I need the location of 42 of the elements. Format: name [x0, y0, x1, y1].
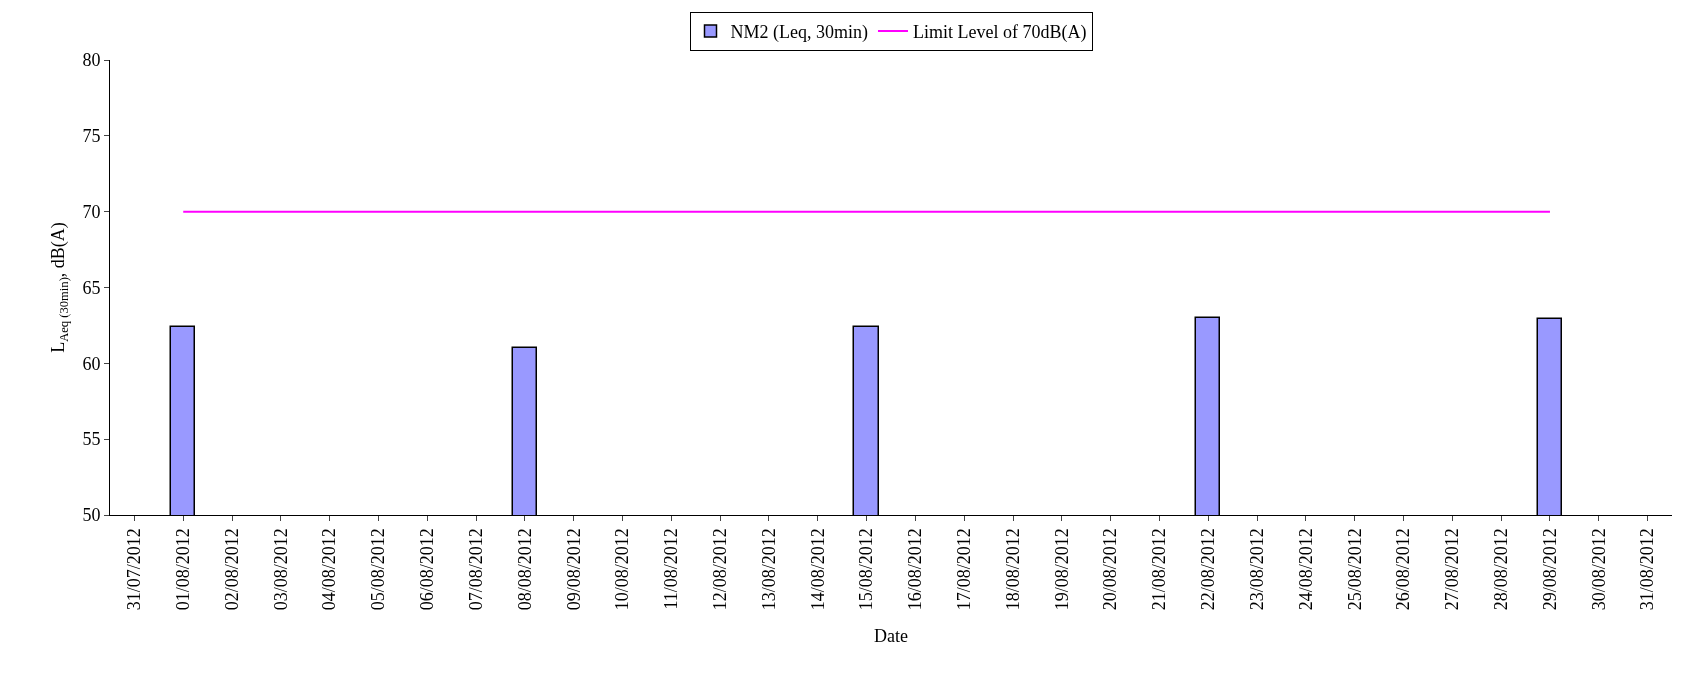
y-tick-label: 80 [82, 50, 101, 71]
x-tick-label: 18/08/2012 [1002, 528, 1023, 611]
x-tick-label: 31/07/2012 [124, 528, 145, 611]
x-tick-label: 24/08/2012 [1295, 528, 1316, 611]
x-tick-label: 27/08/2012 [1442, 528, 1463, 611]
x-tick-label: 26/08/2012 [1393, 528, 1414, 611]
x-tick-label: 31/08/2012 [1637, 528, 1658, 611]
x-tick-label: 01/08/2012 [173, 528, 194, 611]
x-tick-label: 06/08/2012 [417, 528, 438, 611]
x-tick-label: 20/08/2012 [1100, 528, 1121, 611]
x-tick-label: 11/08/2012 [661, 528, 682, 610]
x-tick-label: 04/08/2012 [319, 528, 340, 611]
x-tick-label: 08/08/2012 [514, 528, 535, 611]
x-tick-label: 30/08/2012 [1588, 528, 1609, 611]
x-tick-label: 22/08/2012 [1198, 528, 1219, 611]
x-tick-label: 14/08/2012 [807, 528, 828, 611]
x-tick-label: 25/08/2012 [1344, 528, 1365, 611]
x-tick-label: 12/08/2012 [710, 528, 731, 611]
y-tick-label: 60 [82, 353, 101, 374]
x-tick-label: 28/08/2012 [1491, 528, 1512, 611]
x-tick-label: 05/08/2012 [368, 528, 389, 611]
legend-label: Limit Level of 70dB(A) [912, 22, 1087, 44]
y-tick-label: 65 [82, 277, 101, 298]
x-tick-label: 21/08/2012 [1149, 528, 1170, 611]
y-tick-label: 75 [82, 126, 101, 147]
x-tick-label: 29/08/2012 [1539, 528, 1560, 611]
x-tick-label: 07/08/2012 [465, 528, 486, 611]
x-tick-label: 13/08/2012 [758, 528, 779, 611]
x-tick-label: 19/08/2012 [1051, 528, 1072, 611]
x-tick-label: 16/08/2012 [905, 528, 926, 611]
x-tick-label: 15/08/2012 [856, 528, 877, 611]
y-tick-label: 70 [82, 201, 101, 222]
x-tick-label: 23/08/2012 [1246, 528, 1267, 611]
y-tick-label: 55 [82, 429, 101, 450]
x-tick-label: 03/08/2012 [270, 528, 291, 611]
x-tick-label: 09/08/2012 [563, 528, 584, 611]
legend-label: NM2 (Leq, 30min) [730, 22, 868, 44]
x-tick-label: 10/08/2012 [612, 528, 633, 611]
x-tick-label: 17/08/2012 [954, 528, 975, 611]
y-tick-label: 50 [82, 505, 101, 526]
x-axis-title: Date [874, 626, 908, 647]
x-tick-label: 02/08/2012 [221, 528, 242, 611]
